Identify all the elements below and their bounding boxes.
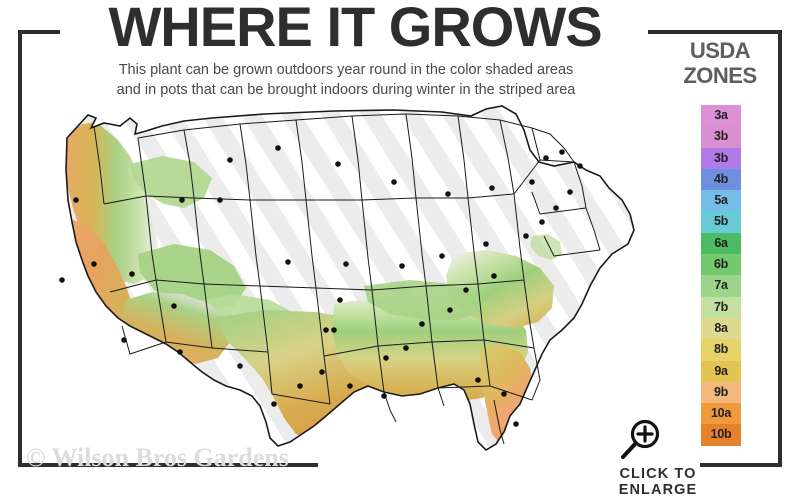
- legend-zone-swatch-9b-13: 9b: [701, 381, 741, 404]
- frame-bottom-left-segment: [18, 463, 318, 467]
- subtitle-line-1: This plant can be grown outdoors year ro…: [118, 62, 574, 78]
- magnifier-plus-icon[interactable]: [618, 418, 662, 462]
- legend-zone-swatch-10b-15: 10b: [701, 424, 741, 446]
- zone-band-northeast-coast: [530, 234, 562, 260]
- page-title: WHERE IT GROWS: [108, 0, 602, 58]
- zone-band-interior-northwest: [130, 156, 212, 208]
- frame-left-segment: [18, 30, 22, 467]
- city-dots: [59, 145, 583, 427]
- legend-title-line-2: ZONES: [683, 63, 757, 88]
- click-to-enlarge-label[interactable]: CLICK TO ENLARGE: [618, 466, 698, 498]
- hardiness-zone-map[interactable]: [34, 104, 654, 454]
- legend-zone-swatch-4b-3: 4b: [701, 168, 741, 191]
- legend-zone-swatch-3a-0: 3a: [701, 105, 741, 127]
- legend-zone-swatch-9a-12: 9a: [701, 360, 741, 382]
- legend-zone-list: 3a 3b 3b 4b 5a 5b 6a 6b 7a 7b 8a 8b 9a 9b 10a 10b: [701, 105, 741, 446]
- legend-zone-swatch-3b-1: 3b: [701, 126, 741, 148]
- national-outline: [65, 105, 635, 452]
- legend-zone-swatch-5b-5: 5b: [701, 211, 741, 233]
- legend-zone-swatch-8a-10: 8a: [701, 317, 741, 340]
- watermark: © Wilson Bros Gardens: [26, 443, 289, 472]
- legend-zone-swatch-3b-2: 3b: [701, 147, 741, 169]
- frame-top-left-segment: [18, 30, 60, 34]
- legend-title: USDA ZONES: [660, 38, 780, 88]
- zone-band-deep-south: [332, 294, 528, 402]
- subtitle-line-2: and in pots that can be brought indoors …: [116, 82, 576, 98]
- frame-bottom-right-segment: [700, 463, 782, 467]
- legend-zone-swatch-6a-6: 6a: [701, 232, 741, 255]
- page-subtitle: This plant can be grown outdoors year ro…: [40, 60, 652, 100]
- legend-zone-swatch-7a-8: 7a: [701, 275, 741, 297]
- legend-zone-swatch-8b-11: 8b: [701, 339, 741, 361]
- frame-right-segment: [778, 30, 782, 467]
- legend-zone-swatch-5a-4: 5a: [701, 190, 741, 212]
- legend-zone-swatch-10a-14: 10a: [701, 403, 741, 425]
- legend-zone-swatch-6b-7: 6b: [701, 254, 741, 276]
- legend-zone-swatch-7b-9: 7b: [701, 296, 741, 318]
- frame-top-right-segment: [648, 30, 782, 34]
- legend-title-line-1: USDA: [689, 38, 751, 63]
- map-svg: [59, 105, 635, 452]
